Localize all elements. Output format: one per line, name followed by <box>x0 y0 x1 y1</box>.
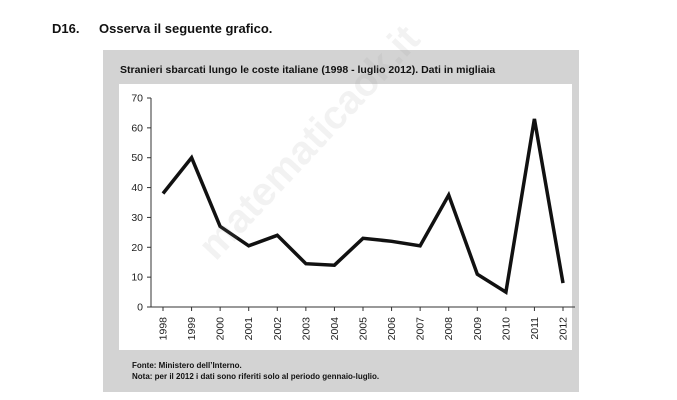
chart-title: Stranieri sbarcati lungo le coste italia… <box>120 64 496 76</box>
y-tick-label: 30 <box>131 212 143 224</box>
x-tick-label: 2005 <box>358 317 370 341</box>
x-tick-label: 1998 <box>158 317 170 341</box>
source-note: Fonte: Ministero dell’Interno. <box>132 361 242 370</box>
plot-area <box>119 84 572 350</box>
question-heading: D16. Osserva il seguente grafico. <box>52 21 272 36</box>
x-tick-label: 2004 <box>329 317 341 341</box>
x-tick-label: 2002 <box>272 317 284 341</box>
chart-footnotes: Fonte: Ministero dell’Interno. Nota: per… <box>132 360 379 382</box>
period-note: Nota: per il 2012 i dati sono riferiti s… <box>132 372 380 381</box>
x-tick-label: 2011 <box>529 317 541 340</box>
y-tick-label: 40 <box>131 182 143 194</box>
y-tick-label: 50 <box>131 152 143 164</box>
line-chart: 0 10 20 30 40 50 60 70 1998 1999 2000 2001 2002 2003 2… <box>119 84 575 350</box>
x-tick-label: 1999 <box>186 317 198 341</box>
y-tick-label: 10 <box>131 272 143 284</box>
y-tick-label: 0 <box>137 302 143 314</box>
question-text: Osserva il seguente grafico. <box>99 21 273 36</box>
x-tick-label: 2003 <box>300 317 312 341</box>
x-tick-label: 2009 <box>472 317 484 341</box>
y-tick-label: 60 <box>131 122 143 134</box>
x-tick-label: 2001 <box>243 317 255 341</box>
y-tick-label: 70 <box>131 93 143 105</box>
question-number: D16. <box>52 21 80 36</box>
x-tick-label: 2008 <box>443 317 455 341</box>
y-tick-label: 20 <box>131 242 143 254</box>
x-tick-label: 2000 <box>215 317 227 341</box>
x-tick-label: 2006 <box>386 317 398 341</box>
x-tick-label: 2012 <box>558 317 570 341</box>
x-tick-label: 2007 <box>415 317 427 341</box>
x-tick-label: 2010 <box>500 317 512 341</box>
chart-panel: Stranieri sbarcati lungo le coste italia… <box>103 50 579 392</box>
